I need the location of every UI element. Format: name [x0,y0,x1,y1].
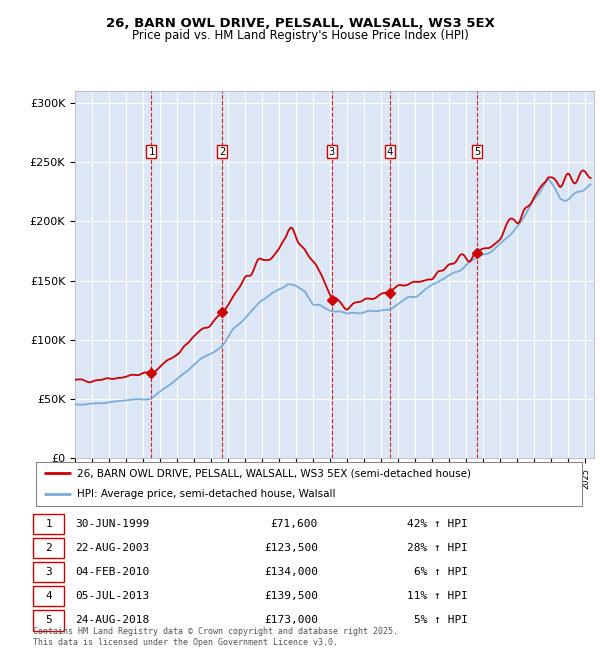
Text: 05-JUL-2013: 05-JUL-2013 [75,592,149,601]
Text: 22-AUG-2003: 22-AUG-2003 [75,543,149,553]
Text: £71,600: £71,600 [271,519,318,529]
Text: 24-AUG-2018: 24-AUG-2018 [75,616,149,625]
Text: 6% ↑ HPI: 6% ↑ HPI [414,567,468,577]
Text: Price paid vs. HM Land Registry's House Price Index (HPI): Price paid vs. HM Land Registry's House … [131,29,469,42]
Text: HPI: Average price, semi-detached house, Walsall: HPI: Average price, semi-detached house,… [77,489,335,499]
Text: 2: 2 [45,543,52,553]
Text: £123,500: £123,500 [264,543,318,553]
Text: 4: 4 [45,592,52,601]
Text: 1: 1 [148,147,155,157]
Text: 26, BARN OWL DRIVE, PELSALL, WALSALL, WS3 5EX (semi-detached house): 26, BARN OWL DRIVE, PELSALL, WALSALL, WS… [77,469,471,478]
Text: £139,500: £139,500 [264,592,318,601]
Text: 42% ↑ HPI: 42% ↑ HPI [407,519,468,529]
Text: 4: 4 [387,147,393,157]
Text: 2: 2 [219,147,225,157]
Text: 04-FEB-2010: 04-FEB-2010 [75,567,149,577]
Text: £173,000: £173,000 [264,616,318,625]
Text: 30-JUN-1999: 30-JUN-1999 [75,519,149,529]
Text: 5: 5 [45,616,52,625]
Text: 28% ↑ HPI: 28% ↑ HPI [407,543,468,553]
Text: 3: 3 [45,567,52,577]
Text: 26, BARN OWL DRIVE, PELSALL, WALSALL, WS3 5EX: 26, BARN OWL DRIVE, PELSALL, WALSALL, WS… [106,17,494,30]
Text: 5: 5 [475,147,481,157]
Text: 3: 3 [329,147,335,157]
Text: £134,000: £134,000 [264,567,318,577]
Text: 1: 1 [45,519,52,529]
Text: 5% ↑ HPI: 5% ↑ HPI [414,616,468,625]
Text: 11% ↑ HPI: 11% ↑ HPI [407,592,468,601]
Text: Contains HM Land Registry data © Crown copyright and database right 2025.
This d: Contains HM Land Registry data © Crown c… [33,627,398,647]
